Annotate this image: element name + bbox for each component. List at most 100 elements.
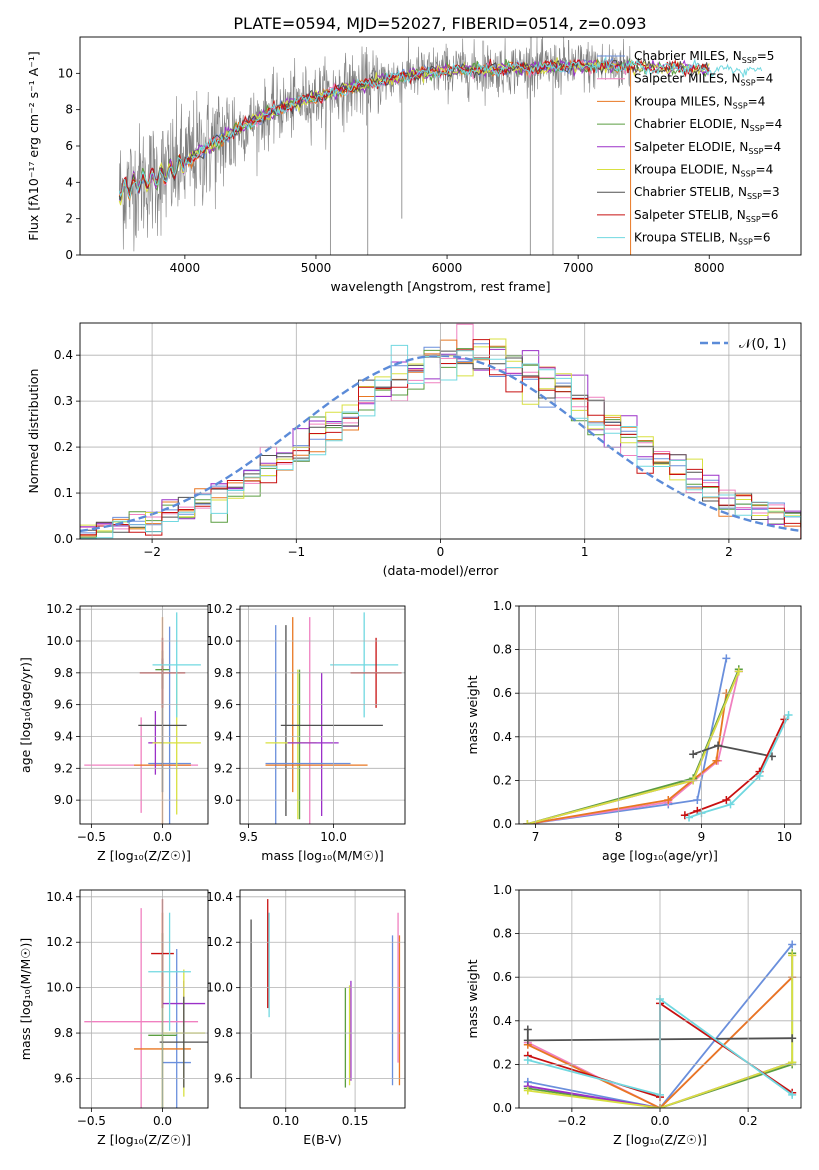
tick-label-y: 9.6 [214, 1071, 233, 1085]
series-kroupa_elodie [527, 955, 794, 1108]
legend-label-kroupa_miles: Kroupa MILES, NSSP=4 [634, 94, 765, 110]
marker-chabrier_stelib [689, 750, 698, 759]
axes-frame [518, 889, 802, 1109]
legend-tail: =5 [757, 49, 775, 63]
legend-text: Kroupa ELODIE, N [634, 163, 741, 177]
legend-text: Chabrier STELIB, N [634, 185, 747, 199]
tick-label-y: 9.8 [214, 666, 233, 680]
tick-label-y: 0.0 [493, 817, 512, 831]
legend-sub: SSP [747, 192, 762, 201]
legend-tail: =4 [765, 117, 783, 131]
plot-area [250, 899, 401, 1088]
histogram-chabrier_elodie [80, 346, 801, 538]
marker-kroupa_elodie [788, 951, 797, 960]
tick-label-y: 0.6 [493, 686, 512, 700]
marker-kroupa_miles [712, 756, 721, 765]
x-axis-label: Z [log₁₀(Z/Z☉)] [613, 1132, 707, 1147]
errorbar-kroupa_stelib [152, 612, 201, 718]
marker-chabrier_miles [788, 940, 797, 949]
legend-sub: SSP [750, 124, 765, 133]
marker-chabrier_stelib [788, 1034, 797, 1043]
errorbar-salpeter_miles [84, 908, 199, 1108]
tick-label-y: 0.6 [493, 970, 512, 984]
legend-tail: =4 [756, 72, 774, 86]
tick-label-y: 2 [65, 212, 73, 226]
legend-tail: =4 [748, 94, 766, 108]
tick-label-y: 9.6 [54, 1071, 73, 1085]
tick-label-x: 0.15 [342, 1114, 369, 1128]
chart-mass_weight_vs_Z: −0.2 0.0 0.2 0.0 0.2 0.4 0.6 0.8 1.0 Z [log₁₀(Z/Z… [465, 883, 802, 1147]
tick-label-y: 9.4 [214, 729, 233, 743]
tick-label-x: −0.5 [77, 1114, 106, 1128]
y-axis-label: mass weight [465, 959, 480, 1038]
histogram-salpeter_miles [80, 323, 801, 530]
tick-label-x: 7000 [563, 261, 594, 275]
legend-text: Salpeter STELIB, N [634, 208, 746, 222]
marker-kroupa_stelib [784, 711, 793, 719]
marker-salpeter_stelib [722, 796, 731, 805]
chart-spectrum: 4000 5000 6000 7000 8000 0 2 4 6 8 10 wavelength [A… [26, 36, 802, 294]
tick-label-y: 10.4 [206, 890, 233, 904]
tick-label-x: 6000 [432, 261, 463, 275]
legend-label-normal: 𝒩(0, 1) [739, 337, 786, 352]
plot-area [84, 899, 208, 1108]
series-chabrier_stelib [692, 744, 773, 758]
legend-text: Chabrier ELODIE, N [634, 117, 750, 131]
axes-frame [79, 605, 209, 825]
tick-label-y: 0.0 [493, 1101, 512, 1115]
legend-sub: SSP [748, 147, 763, 156]
legend-tail: =6 [761, 208, 779, 222]
residual-legend: 𝒩(0, 1) [700, 337, 786, 352]
marker-salpeter_stelib [680, 811, 689, 820]
plot-area [265, 612, 402, 824]
legend-label-salpeter_stelib: Salpeter STELIB, NSSP=6 [634, 208, 778, 224]
legend-tail: =6 [753, 231, 771, 245]
tick-label-x: 1 [581, 545, 589, 559]
plot-area [80, 323, 801, 539]
tick-label-x: 8000 [694, 261, 725, 275]
axes-frame [79, 36, 802, 256]
spectrum-model-chabrier_stelib [118, 57, 710, 201]
chart-mass_vs_ebv: 0.10 0.15 9.6 9.8 10.0 10.2 10.4 E(B-V) [206, 889, 406, 1147]
legend-sub: SSP [746, 215, 761, 224]
tick-label-y: 10.0 [206, 634, 233, 648]
tick-label-x: −1 [287, 545, 305, 559]
errorbar-kroupa_stelib [330, 612, 399, 718]
x-axis-label: (data-model)/error [383, 563, 500, 578]
histogram-kroupa_miles [80, 339, 801, 537]
axes-frame [79, 322, 802, 540]
legend-label-kroupa_elodie: Kroupa ELODIE, NSSP=4 [634, 163, 773, 179]
tick-label-x: 10 [777, 830, 792, 844]
legend-sub: SSP [733, 101, 748, 110]
marker-salpeter_stelib [693, 806, 702, 815]
axes-frame [79, 889, 209, 1109]
legend-sub: SSP [741, 170, 756, 179]
marker-chabrier_miles [722, 654, 731, 663]
chart-age_vs_mass: 9.5 10.0 9.0 9.2 9.4 9.6 9.8 10.0 10.2 mass [log₁… [206, 602, 406, 863]
tick-label-y: 0.8 [493, 643, 512, 657]
legend-label-chabrier_miles: Chabrier MILES, NSSP=5 [634, 49, 774, 65]
axes-frame [518, 605, 802, 825]
tick-label-x: −0.5 [77, 830, 106, 844]
tick-label-y: 10.2 [46, 602, 73, 616]
marker-kroupa_elodie [788, 1058, 797, 1067]
spectrum-model-kroupa_stelib [118, 56, 763, 200]
tick-label-y: 0.2 [493, 1057, 512, 1071]
marker-kroupa_stelib [523, 1056, 532, 1065]
tick-label-y: 9.0 [54, 793, 73, 807]
tick-label-x: 0.2 [739, 1114, 758, 1128]
marker-chabrier_stelib [523, 1036, 532, 1045]
tick-label-x: 9 [698, 830, 706, 844]
legend-text: Chabrier MILES, N [634, 49, 742, 63]
marker-chabrier_miles [693, 796, 702, 805]
tick-label-x: 0.10 [272, 1114, 299, 1128]
tick-label-y: 10.0 [46, 981, 73, 995]
tick-label-y: 8 [65, 103, 73, 117]
tick-label-y: 10.2 [206, 602, 233, 616]
tick-label-x: 5000 [301, 261, 332, 275]
tick-label-y: 0 [65, 248, 73, 262]
tick-label-y: 9.4 [54, 729, 73, 743]
